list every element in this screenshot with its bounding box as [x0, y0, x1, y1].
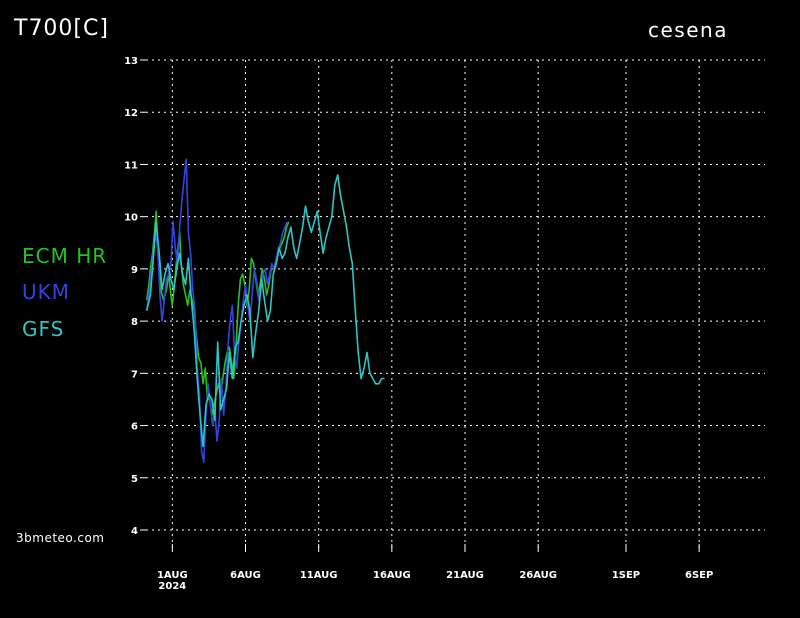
- series-lines: [145, 158, 385, 463]
- location-name: cesena: [648, 18, 728, 42]
- y-tick-label: 10: [124, 213, 138, 224]
- y-tick-label: 13: [124, 56, 138, 67]
- y-tick-label: 5: [131, 474, 138, 485]
- series-line-ukm: [145, 158, 288, 463]
- x-tick-label: 6AUG: [230, 570, 261, 581]
- series-line-ecm-hr: [145, 210, 290, 416]
- x-tick-label: 16AUG: [373, 570, 411, 581]
- x-tick-label: 1AUG: [157, 570, 188, 581]
- y-tick-label: 11: [124, 160, 138, 171]
- x-tick-label: 1SEP: [612, 570, 640, 581]
- y-tick-label: 6: [131, 422, 138, 433]
- x-tick-label: 6SEP: [685, 570, 713, 581]
- x-tick-label: 21AUG: [446, 570, 484, 581]
- legend-gfs: GFS: [22, 317, 65, 341]
- y-tick-label: 4: [131, 526, 138, 537]
- credit-text: 3bmeteo.com: [16, 531, 105, 545]
- series-line-gfs: [145, 174, 385, 448]
- chart-title: T700[C]: [14, 16, 109, 41]
- x-tick-label: 11AUG: [300, 570, 338, 581]
- y-tick-label: 7: [131, 369, 138, 380]
- y-tick-label: 12: [124, 108, 138, 119]
- y-tick-label: 9: [131, 265, 138, 276]
- legend-ukm: UKM: [22, 280, 71, 304]
- y-tick-label: 8: [131, 317, 138, 328]
- x-tick-label: 26AUG: [519, 570, 557, 581]
- legend-ecm: ECM HR: [22, 244, 108, 268]
- x-tick-sublabel: 2024: [158, 581, 186, 592]
